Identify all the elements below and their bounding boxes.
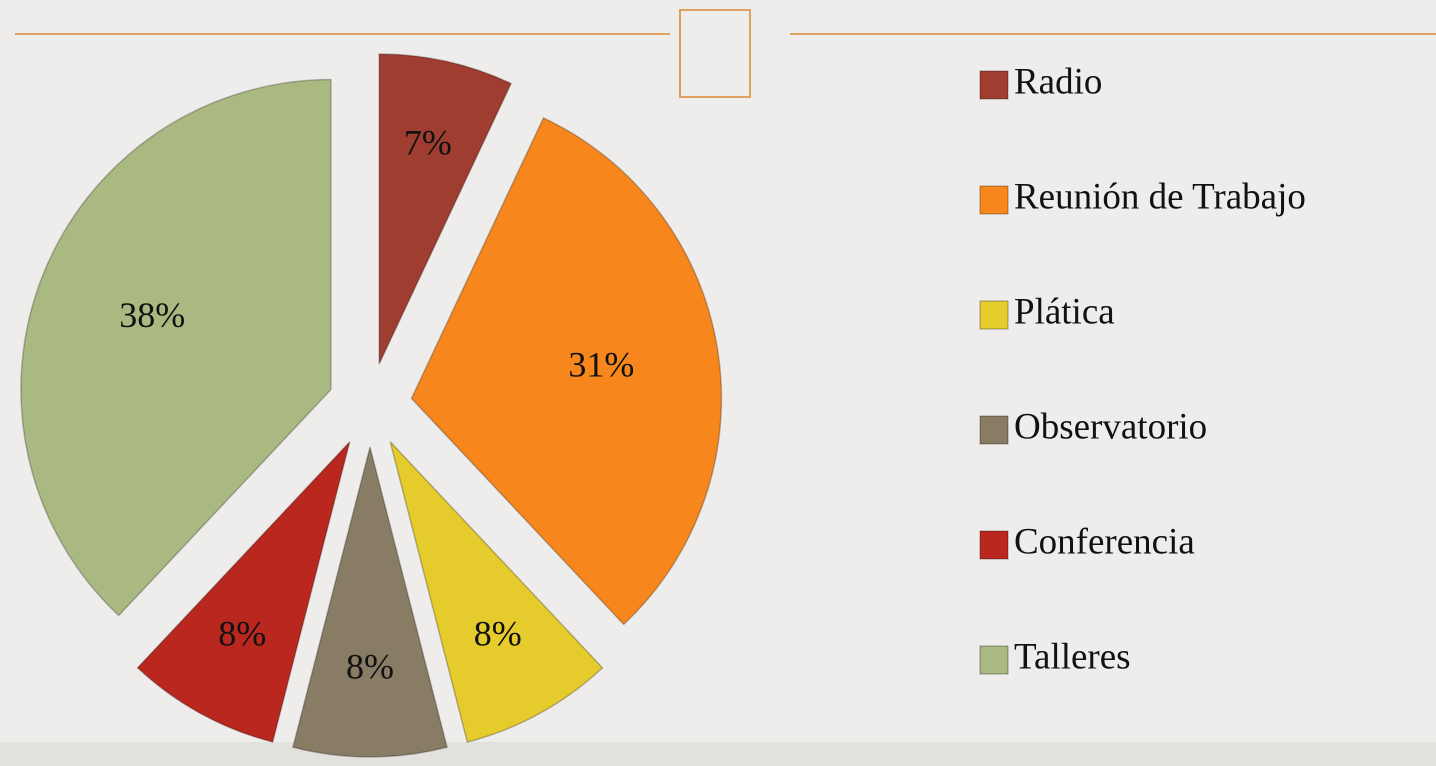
legend-label: Observatorio: [1014, 406, 1207, 447]
pie-slice: [136, 441, 351, 743]
legend-swatch: [979, 415, 1009, 445]
legend-swatch: [979, 185, 1009, 215]
legend: Radio Reunión de Trabajo Plática Observator…: [979, 61, 1306, 677]
footer-band: [0, 742, 1436, 766]
data-label: 7%: [404, 122, 452, 162]
data-label: 8%: [346, 646, 394, 686]
legend-label: Reunión de Trabajo: [1014, 176, 1306, 217]
legend-swatch: [979, 530, 1009, 560]
legend-swatch: [979, 645, 1009, 675]
legend-label: Conferencia: [1014, 521, 1195, 562]
pie-slice: [378, 53, 513, 365]
legend-label: Talleres: [1014, 636, 1131, 677]
deco-box: [679, 9, 751, 98]
data-label: 31%: [568, 345, 634, 385]
pie: 7% 31% 8% 8% 8% 38%: [20, 53, 723, 758]
pie-slice: [291, 446, 449, 758]
legend-swatch: [979, 70, 1009, 100]
legend-label: Radio: [1014, 61, 1102, 102]
legend-swatch: [979, 300, 1009, 330]
pie-slice: [410, 116, 723, 626]
pie-slice: [389, 441, 604, 743]
legend-label: Plática: [1014, 291, 1115, 332]
data-label: 8%: [218, 614, 266, 654]
data-label: 8%: [474, 614, 522, 654]
data-label: 38%: [119, 295, 185, 335]
pie-slice: [20, 78, 332, 617]
